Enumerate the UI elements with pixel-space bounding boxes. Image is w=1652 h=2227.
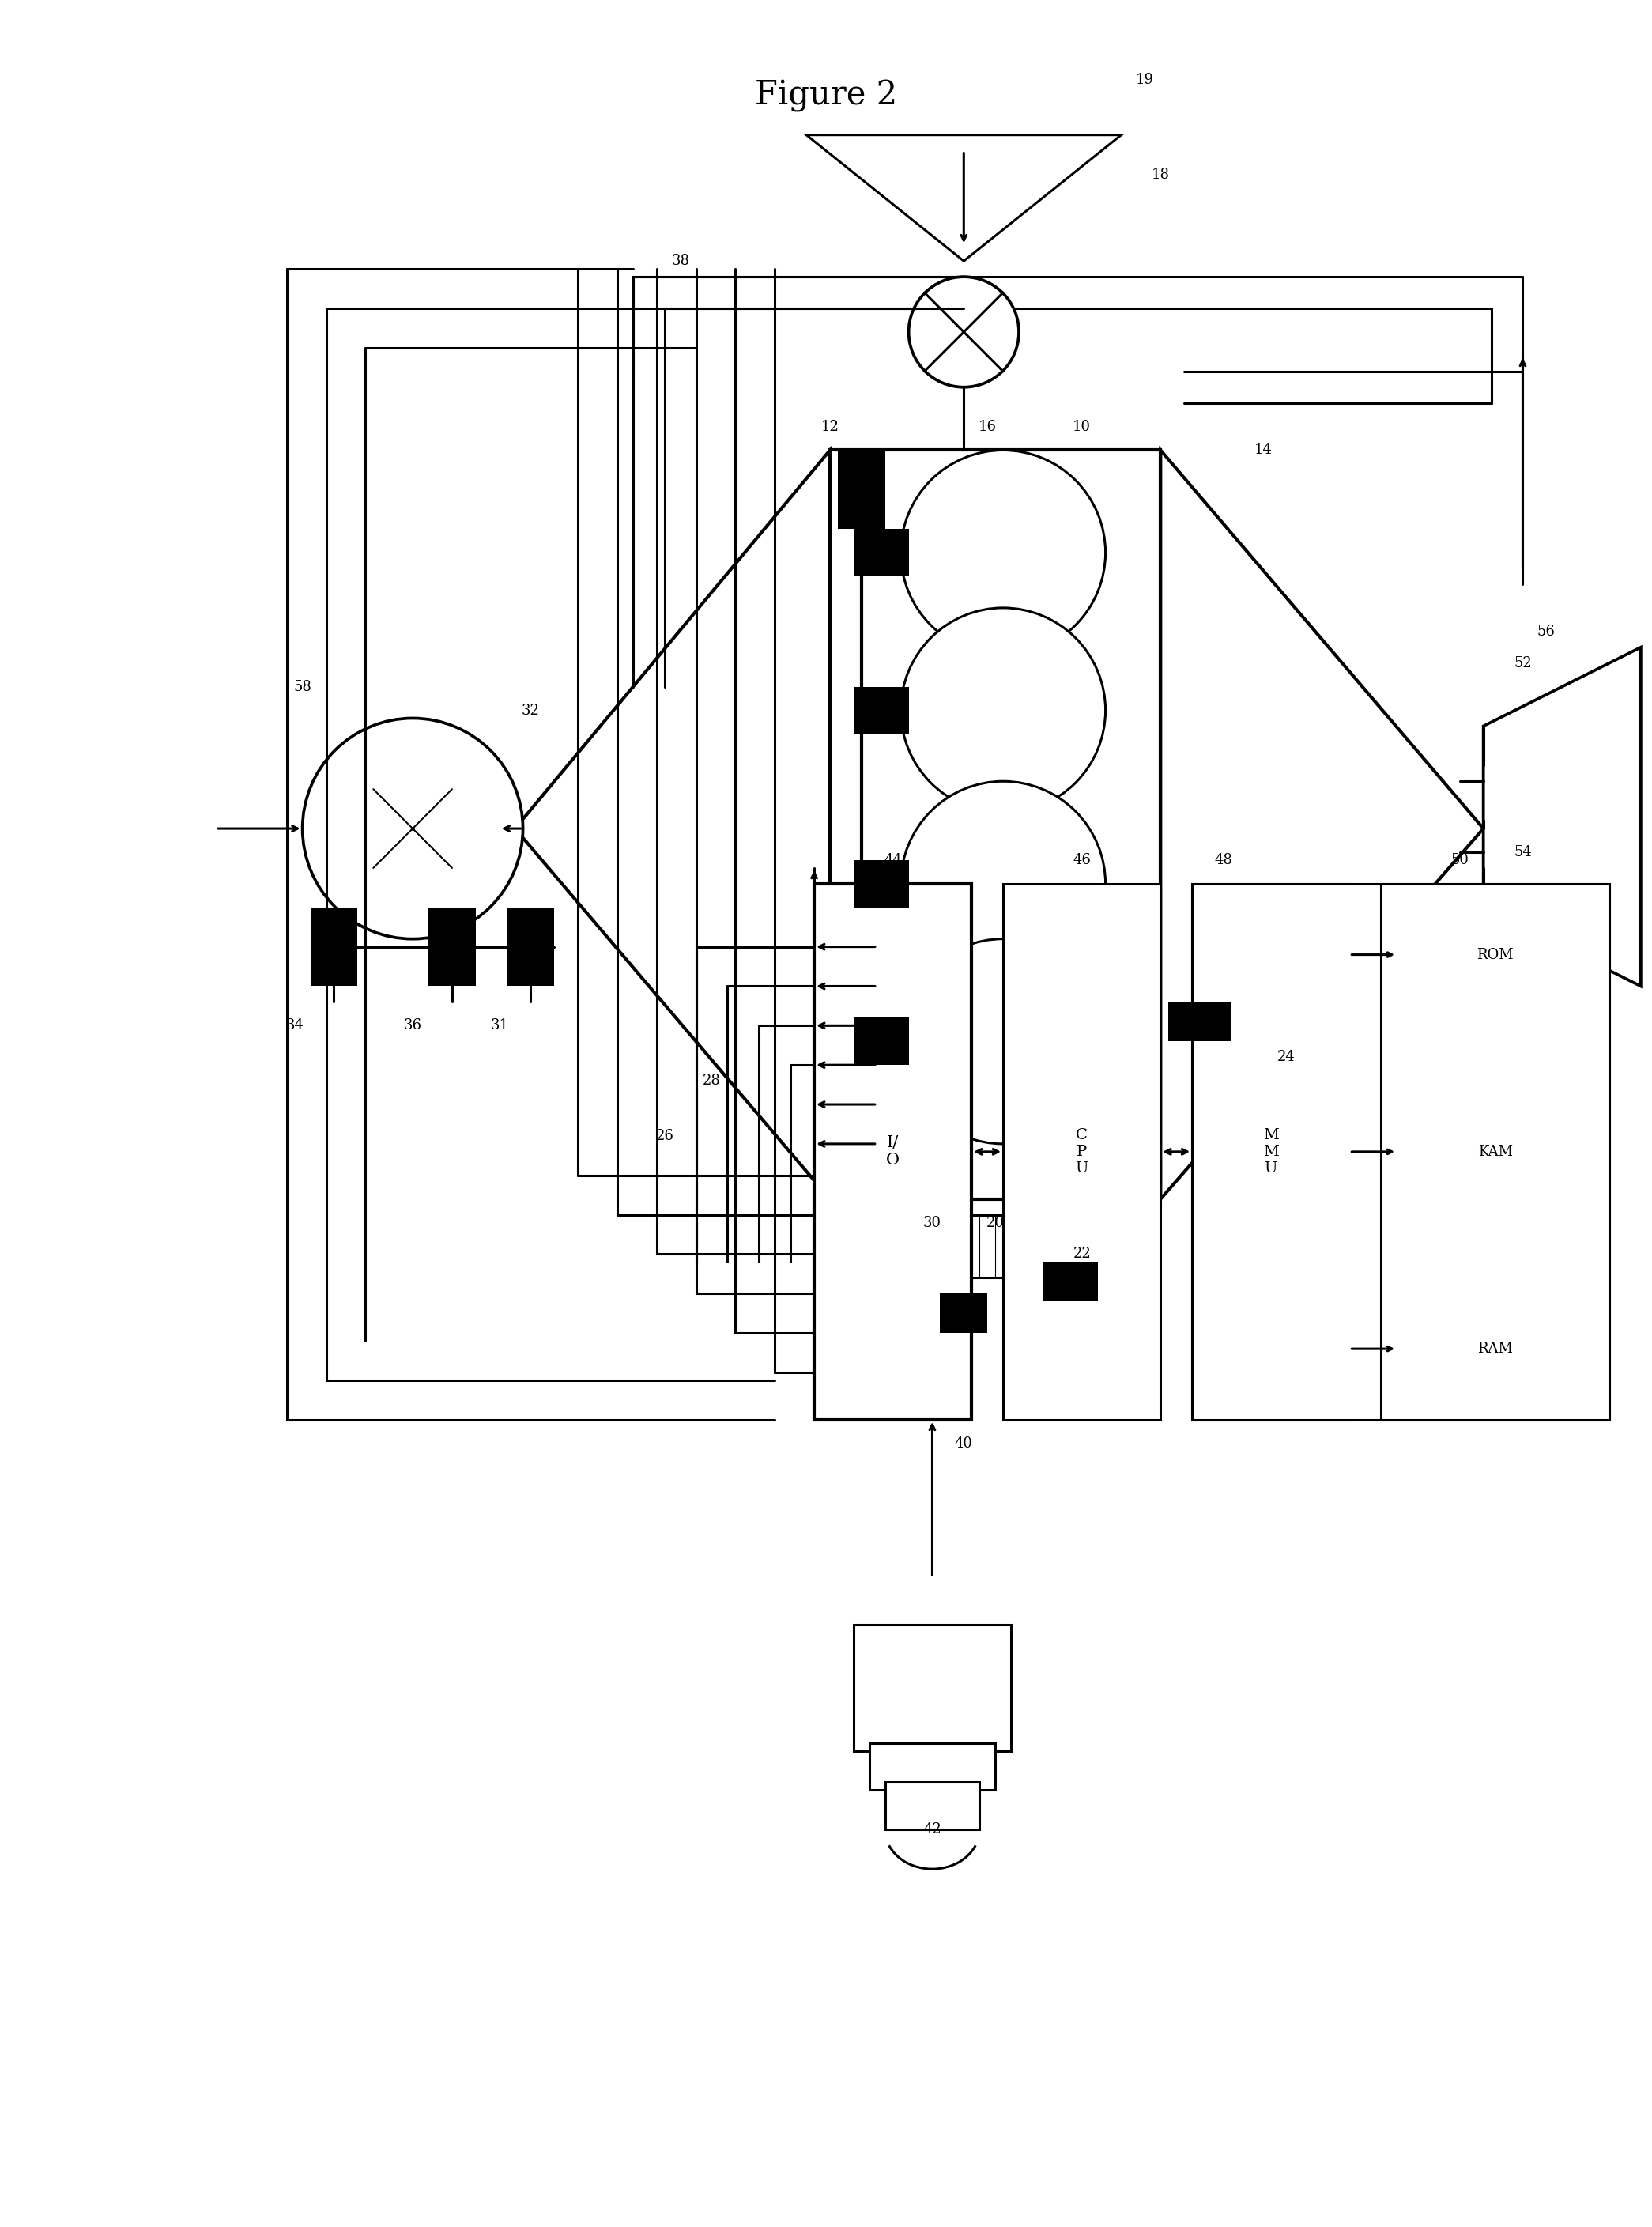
Bar [1168,1002,1231,1042]
Bar [940,1294,988,1334]
Polygon shape [515,450,829,1198]
Circle shape [302,719,524,940]
Text: 28: 28 [702,1073,720,1089]
Text: 12: 12 [821,419,839,434]
Bar [814,884,971,1421]
Text: 14: 14 [1254,443,1272,457]
Text: 42: 42 [923,1822,942,1837]
Bar [869,1744,995,1791]
Bar [854,686,909,735]
Text: 22: 22 [1072,1247,1090,1260]
Bar [829,450,1161,1198]
Circle shape [909,276,1019,387]
Circle shape [900,940,1105,1145]
Text: 58: 58 [294,679,312,695]
Text: I/
O: I/ O [885,1136,900,1167]
Text: 38: 38 [671,254,689,267]
Bar [854,1018,909,1065]
Text: 56: 56 [1538,624,1556,639]
Circle shape [900,450,1105,655]
Text: 20: 20 [986,1216,1004,1229]
Text: 50: 50 [1450,853,1469,866]
Bar [1193,884,1350,1421]
Text: 36: 36 [403,1018,421,1033]
Bar [925,1214,1003,1278]
Polygon shape [806,136,1122,261]
Text: 32: 32 [522,704,540,717]
Bar [854,860,909,906]
Text: 19: 19 [1137,73,1155,87]
Text: ROM: ROM [1477,946,1513,962]
Bar [1398,1294,1594,1403]
Bar [854,1626,1011,1750]
Text: 31: 31 [491,1018,509,1033]
Text: 16: 16 [978,419,996,434]
Bar [1398,900,1594,1009]
Bar [311,906,357,987]
Bar [507,906,555,987]
Text: 44: 44 [884,853,902,866]
Circle shape [900,608,1105,813]
Bar [1398,1096,1594,1207]
Circle shape [900,782,1105,987]
Text: M
M
U: M M U [1264,1129,1279,1176]
Bar [838,450,885,530]
Text: RAM: RAM [1477,1341,1513,1356]
Bar [1042,1263,1097,1301]
Text: 24: 24 [1277,1049,1295,1065]
Text: 54: 54 [1513,844,1531,860]
Bar [1193,884,1609,1421]
Bar [428,906,476,987]
Text: 30: 30 [923,1216,942,1229]
Text: 46: 46 [1072,853,1090,866]
Text: 48: 48 [1214,853,1232,866]
Text: Figure 2: Figure 2 [755,78,897,111]
Text: 18: 18 [1151,167,1170,180]
Text: KAM: KAM [1479,1145,1513,1158]
Bar [854,1018,909,1065]
Text: 34: 34 [286,1018,304,1033]
Text: 10: 10 [1072,419,1090,434]
Polygon shape [1161,450,1483,1198]
Text: C
P
U: C P U [1075,1129,1089,1176]
Polygon shape [1483,648,1640,987]
Bar [885,1782,980,1831]
Text: 26: 26 [656,1129,674,1142]
Text: 40: 40 [955,1436,973,1450]
Text: 52: 52 [1513,657,1531,670]
Bar [854,530,909,577]
Bar [1381,884,1609,1421]
Bar [1003,884,1161,1421]
